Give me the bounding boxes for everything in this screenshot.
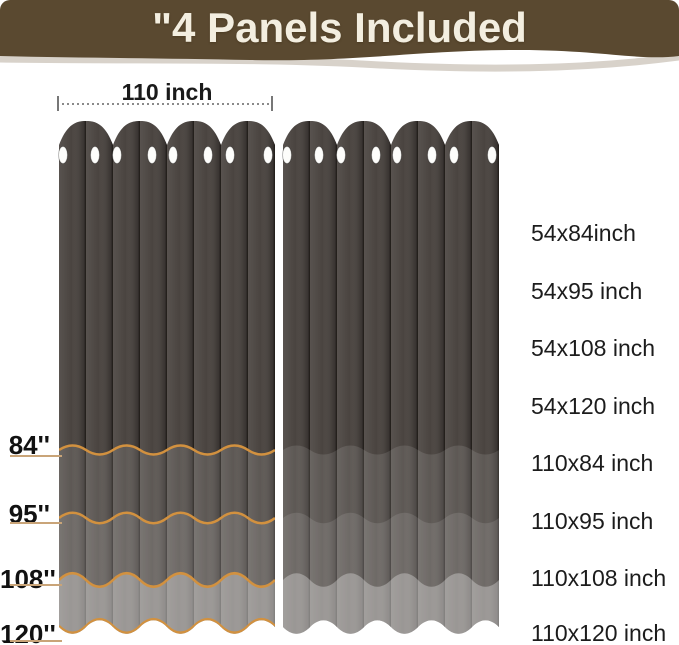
size-option: 54x95 inch xyxy=(531,278,643,304)
size-list: 54x84inch 54x95 inch 54x108 inch 54x120 … xyxy=(531,0,679,645)
size-option: 54x120 inch xyxy=(531,393,656,419)
size-option: 54x108 inch xyxy=(531,335,656,361)
banner-title: "4 Panels Included xyxy=(152,4,527,51)
width-measurement-label: 110 inch xyxy=(121,79,213,105)
leader-line-84 xyxy=(10,455,62,457)
leader-line-95 xyxy=(10,522,62,524)
size-option: 110x120 inch xyxy=(531,620,667,645)
leader-line-108 xyxy=(10,584,62,586)
length-marker-84: 84'' xyxy=(8,430,50,460)
measurement-tick-left xyxy=(57,96,59,111)
banner: "4 Panels Included xyxy=(0,0,679,86)
size-option: 110x95 inch xyxy=(531,508,654,534)
size-option: 110x108 inch xyxy=(531,565,667,591)
size-option: 54x84inch xyxy=(531,220,636,246)
measurement-tick-right xyxy=(271,96,273,111)
length-marker-108: 108'' xyxy=(0,564,56,594)
banner-wave xyxy=(0,0,679,72)
curtain-panel-left xyxy=(59,115,276,645)
size-option: 110x84 inch xyxy=(531,450,654,476)
measurement-dashed-line xyxy=(57,103,273,105)
banner-shape xyxy=(0,0,679,61)
banner-shadow-wave xyxy=(0,53,679,72)
curtain-panel-right xyxy=(283,115,500,645)
leader-line-120 xyxy=(10,640,62,642)
